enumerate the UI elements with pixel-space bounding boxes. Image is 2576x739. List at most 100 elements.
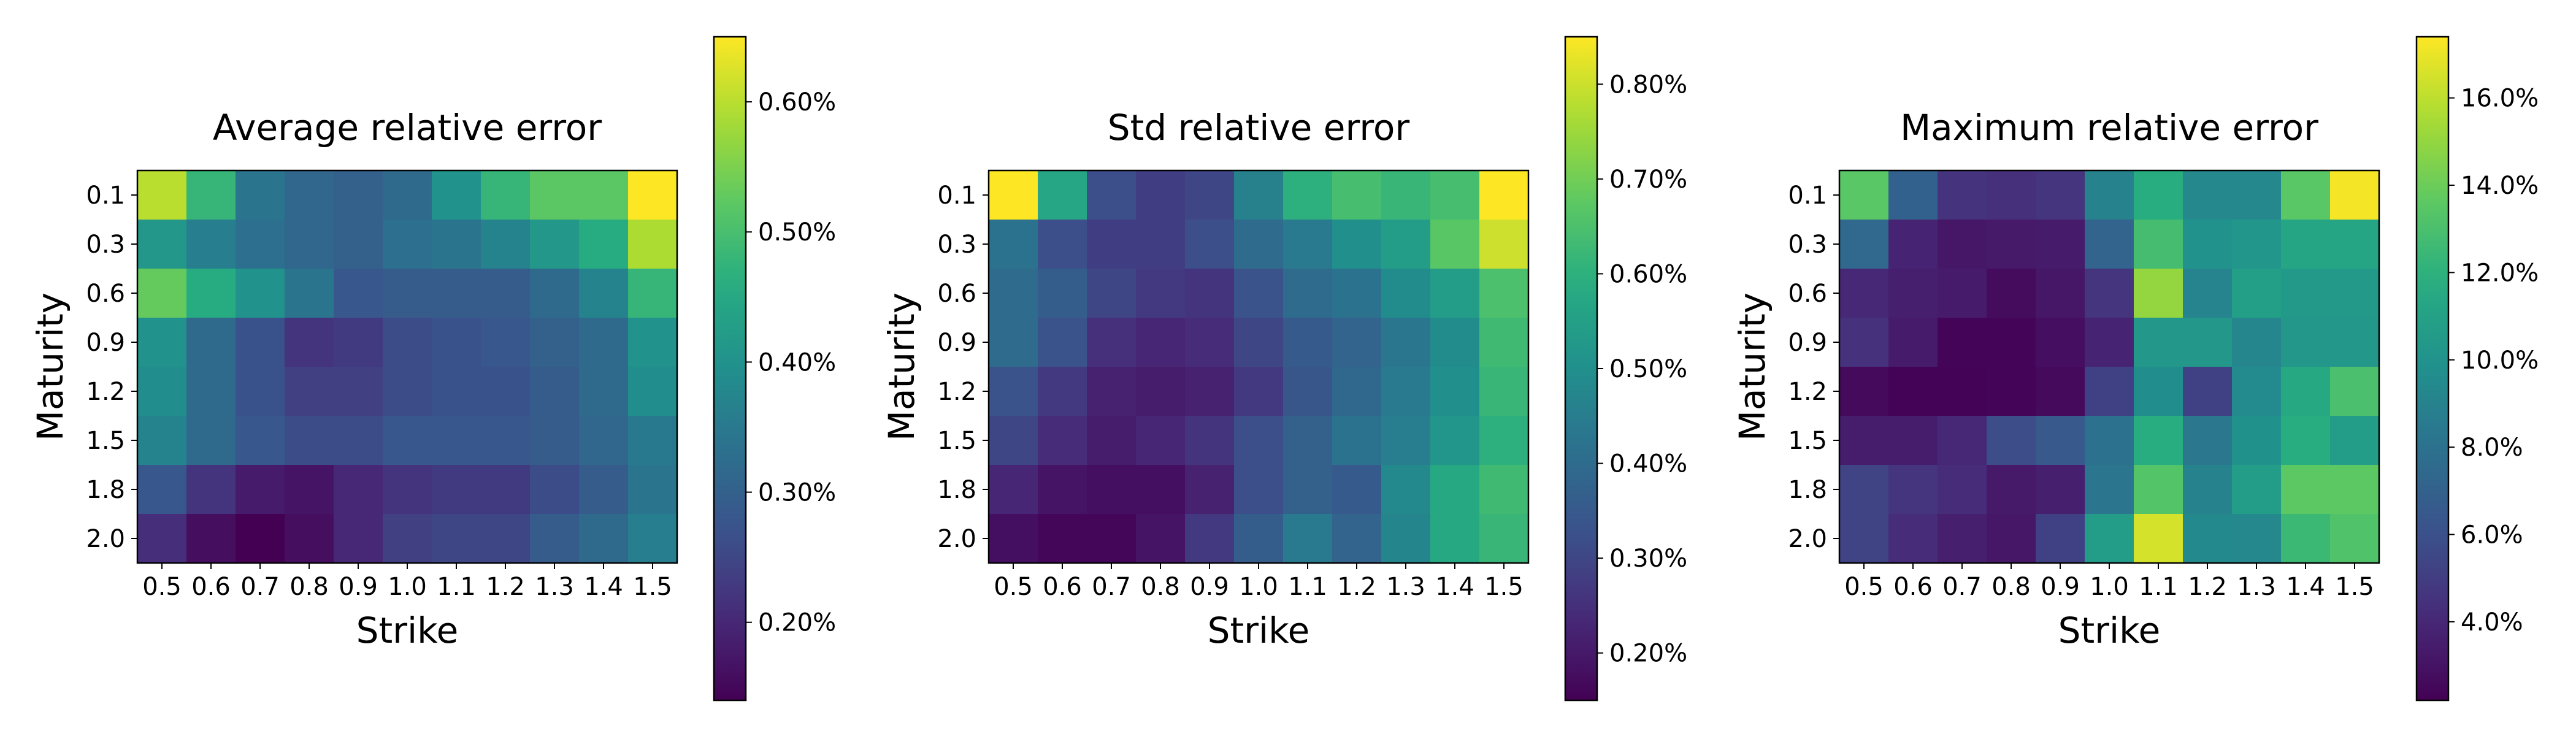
x-axis-label: Strike <box>356 610 459 651</box>
heatmap-cell <box>1479 514 1529 564</box>
heatmap-cell <box>186 514 236 564</box>
heatmap-cell <box>1283 367 1333 416</box>
heatmap-cell <box>1087 318 1137 367</box>
heatmap-cell <box>989 170 1038 220</box>
heatmap-cell <box>1185 465 1235 515</box>
heatmap-cell <box>1987 514 2036 564</box>
heatmap-cell <box>2232 416 2282 465</box>
x-tick-label: 0.5 <box>142 573 182 601</box>
heatmap-cell <box>579 220 629 269</box>
heatmap-cell <box>2085 318 2134 367</box>
y-tick-label: 0.3 <box>937 231 976 259</box>
heatmap-cell <box>1888 318 1938 367</box>
heatmap-cell <box>2085 170 2134 220</box>
x-tick-label: 1.4 <box>584 573 623 601</box>
heatmap-cell <box>2232 465 2282 515</box>
heatmap-cell <box>1479 220 1529 269</box>
colorbar-tick-label: 0.30% <box>758 479 836 507</box>
colorbar-tick-label: 14.0% <box>2461 172 2539 200</box>
y-tick-label: 0.9 <box>937 329 976 357</box>
colorbar-tick-label: 0.40% <box>758 348 836 377</box>
x-tick-label: 1.3 <box>535 573 574 601</box>
heatmap-cell <box>1888 220 1938 269</box>
y-tick-label: 0.9 <box>1788 329 1827 357</box>
heatmap-cell <box>1087 269 1137 318</box>
heatmap-cell <box>530 220 580 269</box>
colorbar-tick-label: 0.20% <box>758 609 836 637</box>
heatmap-cell <box>2134 269 2183 318</box>
x-tick-label: 0.5 <box>994 573 1033 601</box>
heatmap-cell <box>334 170 383 220</box>
heatmap-cell <box>2036 170 2085 220</box>
heatmap-cell <box>2134 514 2183 564</box>
colorbar-tick-label: 0.60% <box>1609 260 1687 288</box>
heatmap-cell <box>137 416 187 465</box>
heatmap-cell <box>1087 367 1137 416</box>
heatmap-cell <box>1987 269 2036 318</box>
heatmap-cell <box>1332 220 1382 269</box>
heatmap-cell <box>1381 318 1431 367</box>
colorbar-tick-label: 8.0% <box>2461 434 2523 462</box>
heatmap-cell <box>1987 416 2036 465</box>
heatmap-cell <box>1185 318 1235 367</box>
heatmap-cell <box>1479 269 1529 318</box>
y-tick-label: 1.8 <box>937 476 976 504</box>
heatmap-cell <box>2183 367 2233 416</box>
heatmap-cell <box>285 318 334 367</box>
heatmap-cell <box>2281 465 2331 515</box>
heatmap-cell <box>2183 465 2233 515</box>
heatmap-cell <box>1038 318 1087 367</box>
heatmap-cell <box>334 269 383 318</box>
heatmap-cell <box>2134 367 2183 416</box>
y-axis-label: Maturity <box>881 293 922 441</box>
heatmap-cell <box>1479 367 1529 416</box>
heatmap-cell <box>186 269 236 318</box>
colorbar-tick-label: 0.80% <box>1609 71 1687 99</box>
heatmap-cell <box>1136 269 1186 318</box>
heatmap-cell <box>1185 416 1235 465</box>
heatmap-cell <box>989 269 1038 318</box>
heatmap-cell <box>1479 318 1529 367</box>
heatmap-cell <box>2232 220 2282 269</box>
heatmap-cell <box>989 416 1038 465</box>
y-axis-label: Maturity <box>1731 293 1773 441</box>
x-tick-label: 1.0 <box>388 573 427 601</box>
heatmap-cell <box>1430 318 1480 367</box>
x-tick-label: 1.5 <box>633 573 672 601</box>
heatmap-cell <box>628 465 678 515</box>
heatmap-cell <box>2183 170 2233 220</box>
x-tick-label: 1.1 <box>1288 573 1327 601</box>
heatmap-cell <box>2183 220 2233 269</box>
y-tick-label: 0.1 <box>937 182 976 210</box>
y-tick-label: 1.8 <box>86 476 125 504</box>
heatmap-cell <box>579 465 629 515</box>
heatmap-cell <box>2281 318 2331 367</box>
heatmap-cell <box>2085 367 2134 416</box>
heatmap-cell <box>236 170 285 220</box>
y-tick-label: 0.9 <box>86 329 125 357</box>
heatmap-cell <box>1136 465 1186 515</box>
heatmap-cell <box>1839 318 1889 367</box>
heatmap-cell <box>628 367 678 416</box>
heatmap-cell <box>989 465 1038 515</box>
heatmap-cell <box>1087 465 1137 515</box>
colorbar <box>1564 36 1598 702</box>
heatmap-cell <box>1332 170 1382 220</box>
heatmap-cell <box>137 318 187 367</box>
x-tick-label: 1.1 <box>2139 573 2178 601</box>
x-tick-label: 1.4 <box>1435 573 1474 601</box>
heatmap-cell <box>2134 465 2183 515</box>
heatmap-cell <box>2232 367 2282 416</box>
x-tick-label: 1.0 <box>1239 573 1278 601</box>
heatmap-cell <box>137 367 187 416</box>
heatmap-cell <box>1381 170 1431 220</box>
heatmap-cell <box>383 416 432 465</box>
heatmap-cell <box>2330 514 2380 564</box>
heatmap-cell <box>1430 170 1480 220</box>
y-tick-label: 2.0 <box>937 525 976 553</box>
heatmap-cell <box>285 220 334 269</box>
x-tick-label: 0.7 <box>1942 573 1982 601</box>
heatmap-cell <box>1430 220 1480 269</box>
heatmap-cell <box>2281 416 2331 465</box>
